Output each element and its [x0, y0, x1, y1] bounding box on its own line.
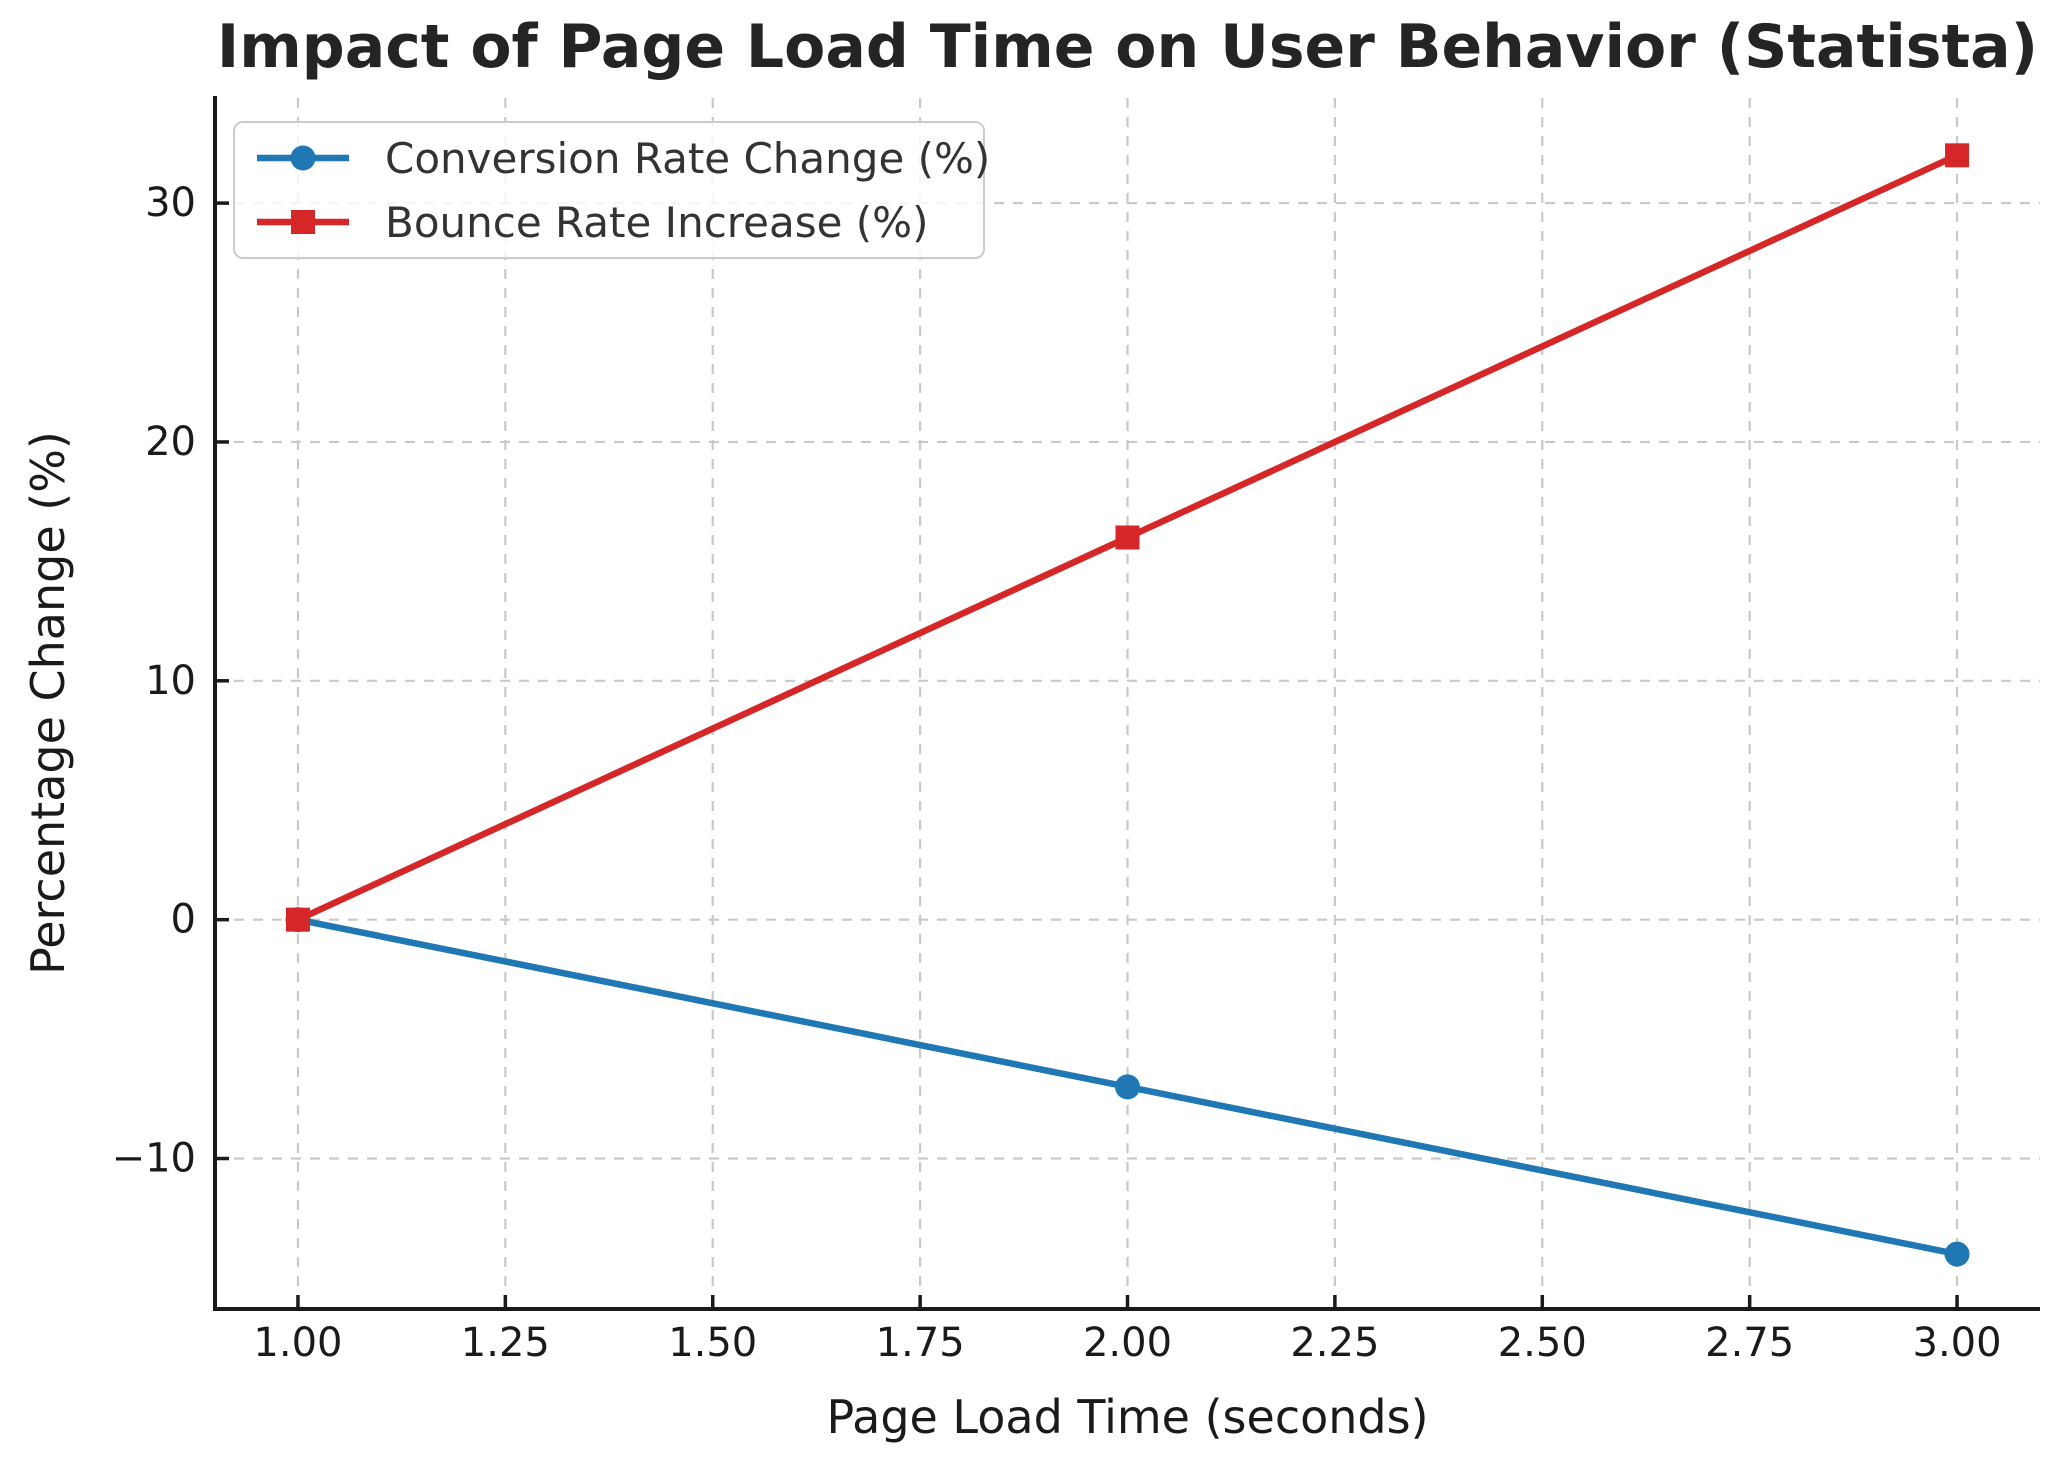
legend-item-conversion: Conversion Rate Change (%) — [253, 131, 990, 185]
x-tick-label: 1.50 — [668, 1320, 757, 1366]
y-tick-label: 20 — [145, 419, 196, 465]
x-tick-label: 2.50 — [1498, 1320, 1587, 1366]
legend-label: Conversion Rate Change (%) — [385, 133, 991, 183]
x-tick-label: 3.00 — [1913, 1320, 2002, 1366]
x-tick-label: 1.00 — [253, 1320, 342, 1366]
y-tick-label: 0 — [171, 897, 196, 943]
legend-label: Bounce Rate Increase (%) — [385, 197, 929, 247]
data-point-circle — [1944, 1241, 1970, 1267]
x-tick-label: 2.00 — [1083, 1320, 1172, 1366]
y-axis-label: Percentage Change (%) — [21, 431, 75, 975]
x-axis-label: Page Load Time (seconds) — [826, 1390, 1429, 1444]
legend-line-square-icon — [257, 210, 349, 234]
data-point-square — [1945, 143, 1970, 168]
data-point-square — [285, 907, 310, 932]
x-tick-label: 1.25 — [461, 1320, 550, 1366]
y-tick-label: 10 — [145, 658, 196, 704]
x-tick-label: 1.75 — [876, 1320, 965, 1366]
y-tick-label: 30 — [145, 180, 196, 226]
x-tick-label: 2.75 — [1705, 1320, 1794, 1366]
data-point-square — [1115, 525, 1140, 550]
data-point-circle — [1115, 1074, 1140, 1100]
legend: Conversion Rate Change (%) Bounce Rate I… — [233, 121, 990, 259]
x-tick-label: 2.25 — [1290, 1320, 1379, 1366]
chart-title: Impact of Page Load Time on User Behavio… — [216, 12, 2039, 82]
y-tick-label: −10 — [112, 1136, 196, 1182]
legend-line-circle-icon — [257, 145, 349, 171]
legend-item-bounce: Bounce Rate Increase (%) — [253, 195, 983, 249]
